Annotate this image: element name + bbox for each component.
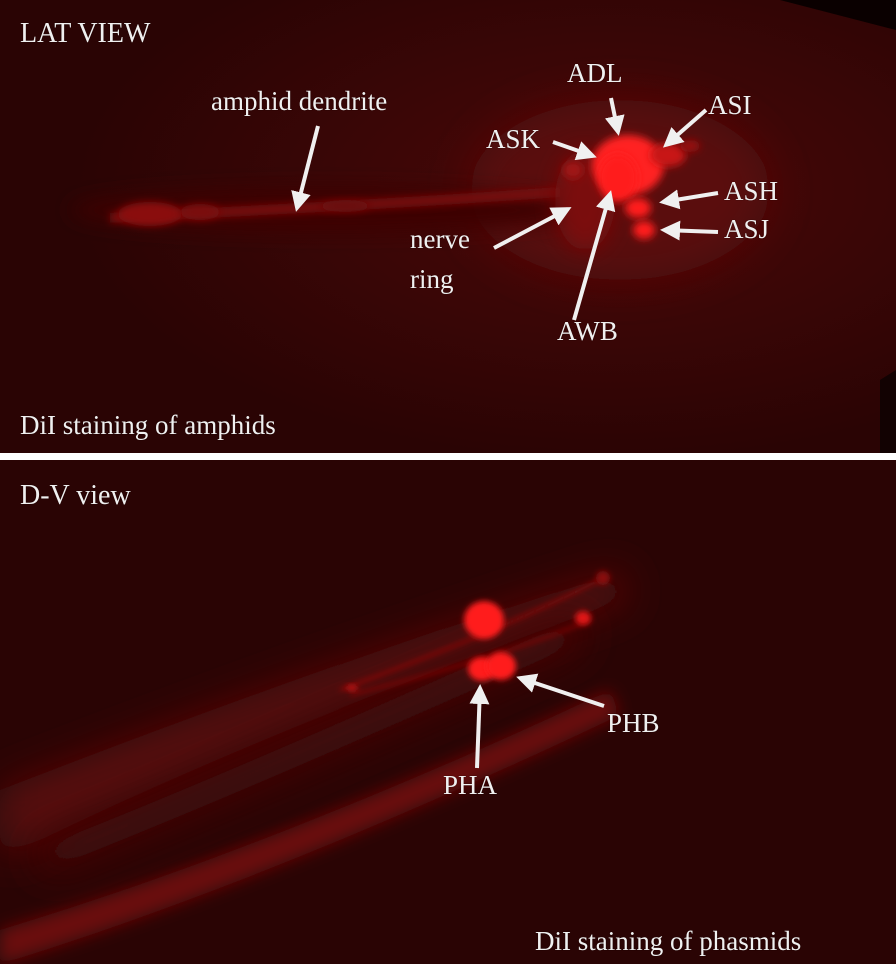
image-caption: DiI staining of amphids bbox=[20, 410, 276, 440]
amphid-dendrite-label: amphid dendrite bbox=[211, 86, 388, 116]
asi-label: ASI bbox=[708, 90, 752, 120]
asj-label: ASJ bbox=[724, 214, 770, 244]
image-caption: DiI staining of phasmids bbox=[535, 926, 802, 956]
adl-label: ADL bbox=[567, 58, 623, 88]
phb-label: PHB bbox=[607, 708, 660, 738]
tail-ventral-band bbox=[0, 690, 620, 964]
nerve-label: nerve bbox=[410, 224, 470, 254]
ask-label: ASK bbox=[486, 124, 541, 154]
ash-label: ASH bbox=[724, 176, 779, 206]
view-label: LAT VIEW bbox=[20, 18, 151, 49]
awb-label: AWB bbox=[557, 316, 618, 346]
phasmid-cell-bodies bbox=[346, 571, 610, 691]
dorsoventral-view-micrograph bbox=[0, 460, 896, 964]
lateral-view-micrograph bbox=[0, 0, 896, 453]
lateral-view-panel: LAT VIEW amphid dendrite ADL ASI ASK ASH… bbox=[0, 0, 896, 453]
dorsoventral-view-panel: D-V view PHA PHB DiI staining of phasmid… bbox=[0, 460, 896, 964]
ring-label: ring bbox=[410, 264, 454, 294]
pha-label: PHA bbox=[443, 770, 498, 800]
view-label: D-V view bbox=[20, 480, 131, 511]
tail-body-signal bbox=[0, 570, 630, 860]
